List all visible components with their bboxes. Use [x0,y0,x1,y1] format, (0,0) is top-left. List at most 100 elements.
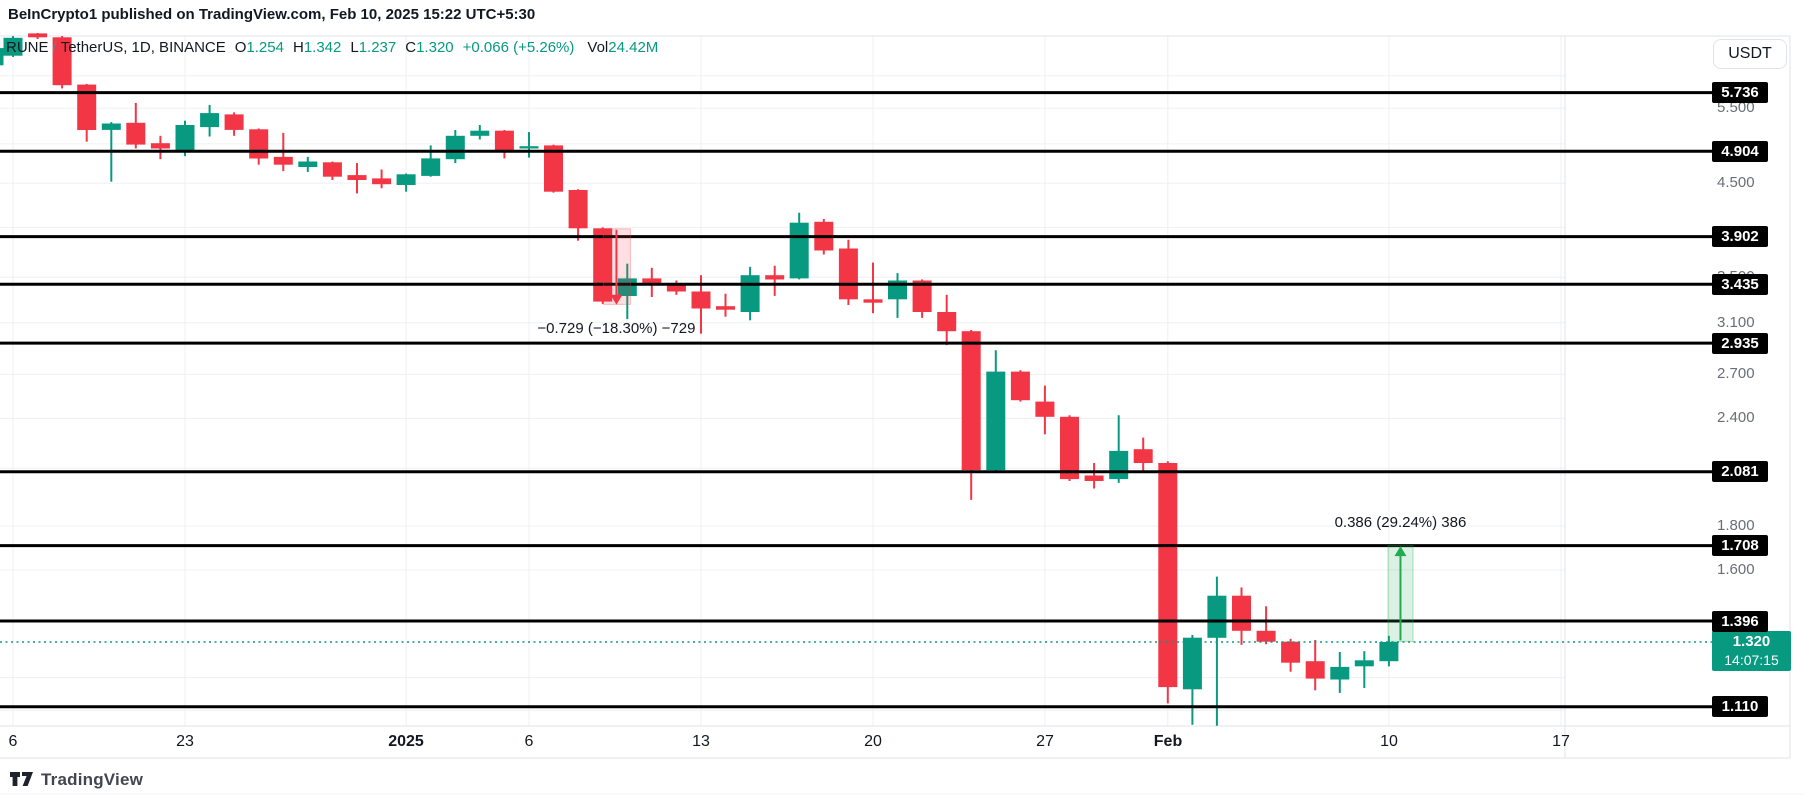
down-measurement-box[interactable] [602,228,631,305]
symbol-pair-interval-exchange[interactable]: TetherUS, 1D, BINANCE [60,39,226,56]
time-tick-label: 13 [692,733,710,750]
level-price-label: 1.396 [1712,611,1768,632]
candle [126,102,146,149]
currency-toggle-button[interactable]: USDT [1713,39,1787,69]
candle [298,156,318,172]
pane-borders [0,35,1804,795]
level-price-label: 3.902 [1712,226,1768,247]
candle [1256,606,1276,645]
published-header: BeInCrypto1 published on TradingView.com… [8,6,536,23]
price-tick-label: 4.500 [1717,174,1755,191]
current-price-value: 1.320 [1732,633,1771,650]
candle [1281,638,1301,672]
price-tick-label: 1.600 [1717,561,1755,578]
candle [200,104,220,137]
ohlc-low-label: L [350,39,359,56]
price-tick-label: 2.400 [1717,409,1755,426]
time-tick-label: 27 [1036,733,1054,750]
candle [1305,640,1325,691]
price-scale[interactable]: USDT 1.320 14:07:15 5.5004.5003.5003.100… [1565,36,1791,758]
tradingview-logo-icon [10,771,33,786]
horizontal-gridlines [0,75,1565,711]
up-measurement-box[interactable] [1387,545,1414,642]
candle [1084,463,1104,489]
level-price-label: 1.110 [1712,696,1768,717]
arrow-down-icon [610,294,623,305]
candle [838,239,858,305]
volume-value: 24.42M [608,39,659,56]
time-tick-label: 6 [8,733,18,750]
up-measurement-label: 0.386 (29.24%) 386 [1334,514,1467,531]
ohlc-close-label: C [405,39,417,56]
symbol-legend[interactable]: RUNE / TetherUS, 1D, BINANCE O 1.254 H 1… [6,39,658,56]
time-tick-label: 23 [176,733,194,750]
candle [986,350,1006,472]
time-tick-label: 17 [1552,733,1570,750]
time-tick-label: 20 [864,733,882,750]
price-tick-label: 1.800 [1717,517,1755,534]
candle [1133,437,1153,472]
symbol-separator: / [52,39,57,56]
level-price-label: 5.736 [1712,82,1768,103]
candle [322,161,342,180]
candle [28,33,48,39]
bar-countdown: 14:07:15 [1724,652,1779,668]
level-price-label: 4.904 [1712,141,1768,162]
level-price-label: 2.081 [1712,461,1768,482]
time-tick-label: 6 [524,733,534,750]
partial-candle-left-edge [0,48,4,66]
level-price-label: 1.708 [1712,535,1768,556]
candle [494,130,514,159]
candle [642,267,662,297]
current-price-box: 1.320 14:07:15 [1712,631,1791,671]
candle [568,189,588,241]
candle [1060,415,1079,481]
candle [765,265,785,296]
candle [888,273,907,318]
candle [912,279,932,318]
candle [445,130,465,164]
candle [150,135,170,160]
candle [372,169,392,189]
candle [470,125,490,140]
candle [1330,652,1350,693]
level-price-label: 2.935 [1712,333,1768,354]
candle [347,163,367,194]
candle [3,36,23,57]
price-tick-label: 3.100 [1717,314,1755,331]
candle [740,266,760,321]
candle [1379,635,1399,667]
candle [961,330,981,500]
candle [1207,576,1227,726]
candle [1354,651,1374,688]
time-tick-label: 2025 [388,733,424,750]
ohlc-high-label: H [292,39,304,56]
ohlc-low-value: 1.237 [358,39,397,56]
candle [224,112,244,136]
tradingview-brand-text: TradingView [41,770,144,789]
volume-label: Vol [587,39,609,56]
candle [1158,461,1178,704]
candle [716,293,735,317]
support-resistance-lines[interactable] [0,91,1712,709]
ohlc-open-value: 1.254 [246,39,284,56]
candle [789,212,809,280]
time-axis[interactable]: 6 23 2025 6 13 20 27 Feb 10 17 [0,726,1570,758]
ohlc-close-value: 1.320 [416,39,454,56]
symbol-name[interactable]: RUNE [6,39,49,56]
ohlc-open-label: O [234,39,247,56]
candle [396,173,416,192]
tradingview-attribution[interactable]: TradingView [10,770,143,790]
time-tick-label: Feb [1153,733,1183,750]
arrow-up-icon [1394,546,1407,557]
candle [1035,385,1055,435]
candle [863,262,883,314]
candle [52,36,72,89]
price-tick-label: 2.700 [1717,365,1755,382]
candle [1010,370,1030,402]
candle [249,128,269,165]
candlesticks [0,33,1399,726]
down-measurement-label: −0.729 (−18.30%) −729 [537,320,696,337]
candle [1232,587,1251,645]
